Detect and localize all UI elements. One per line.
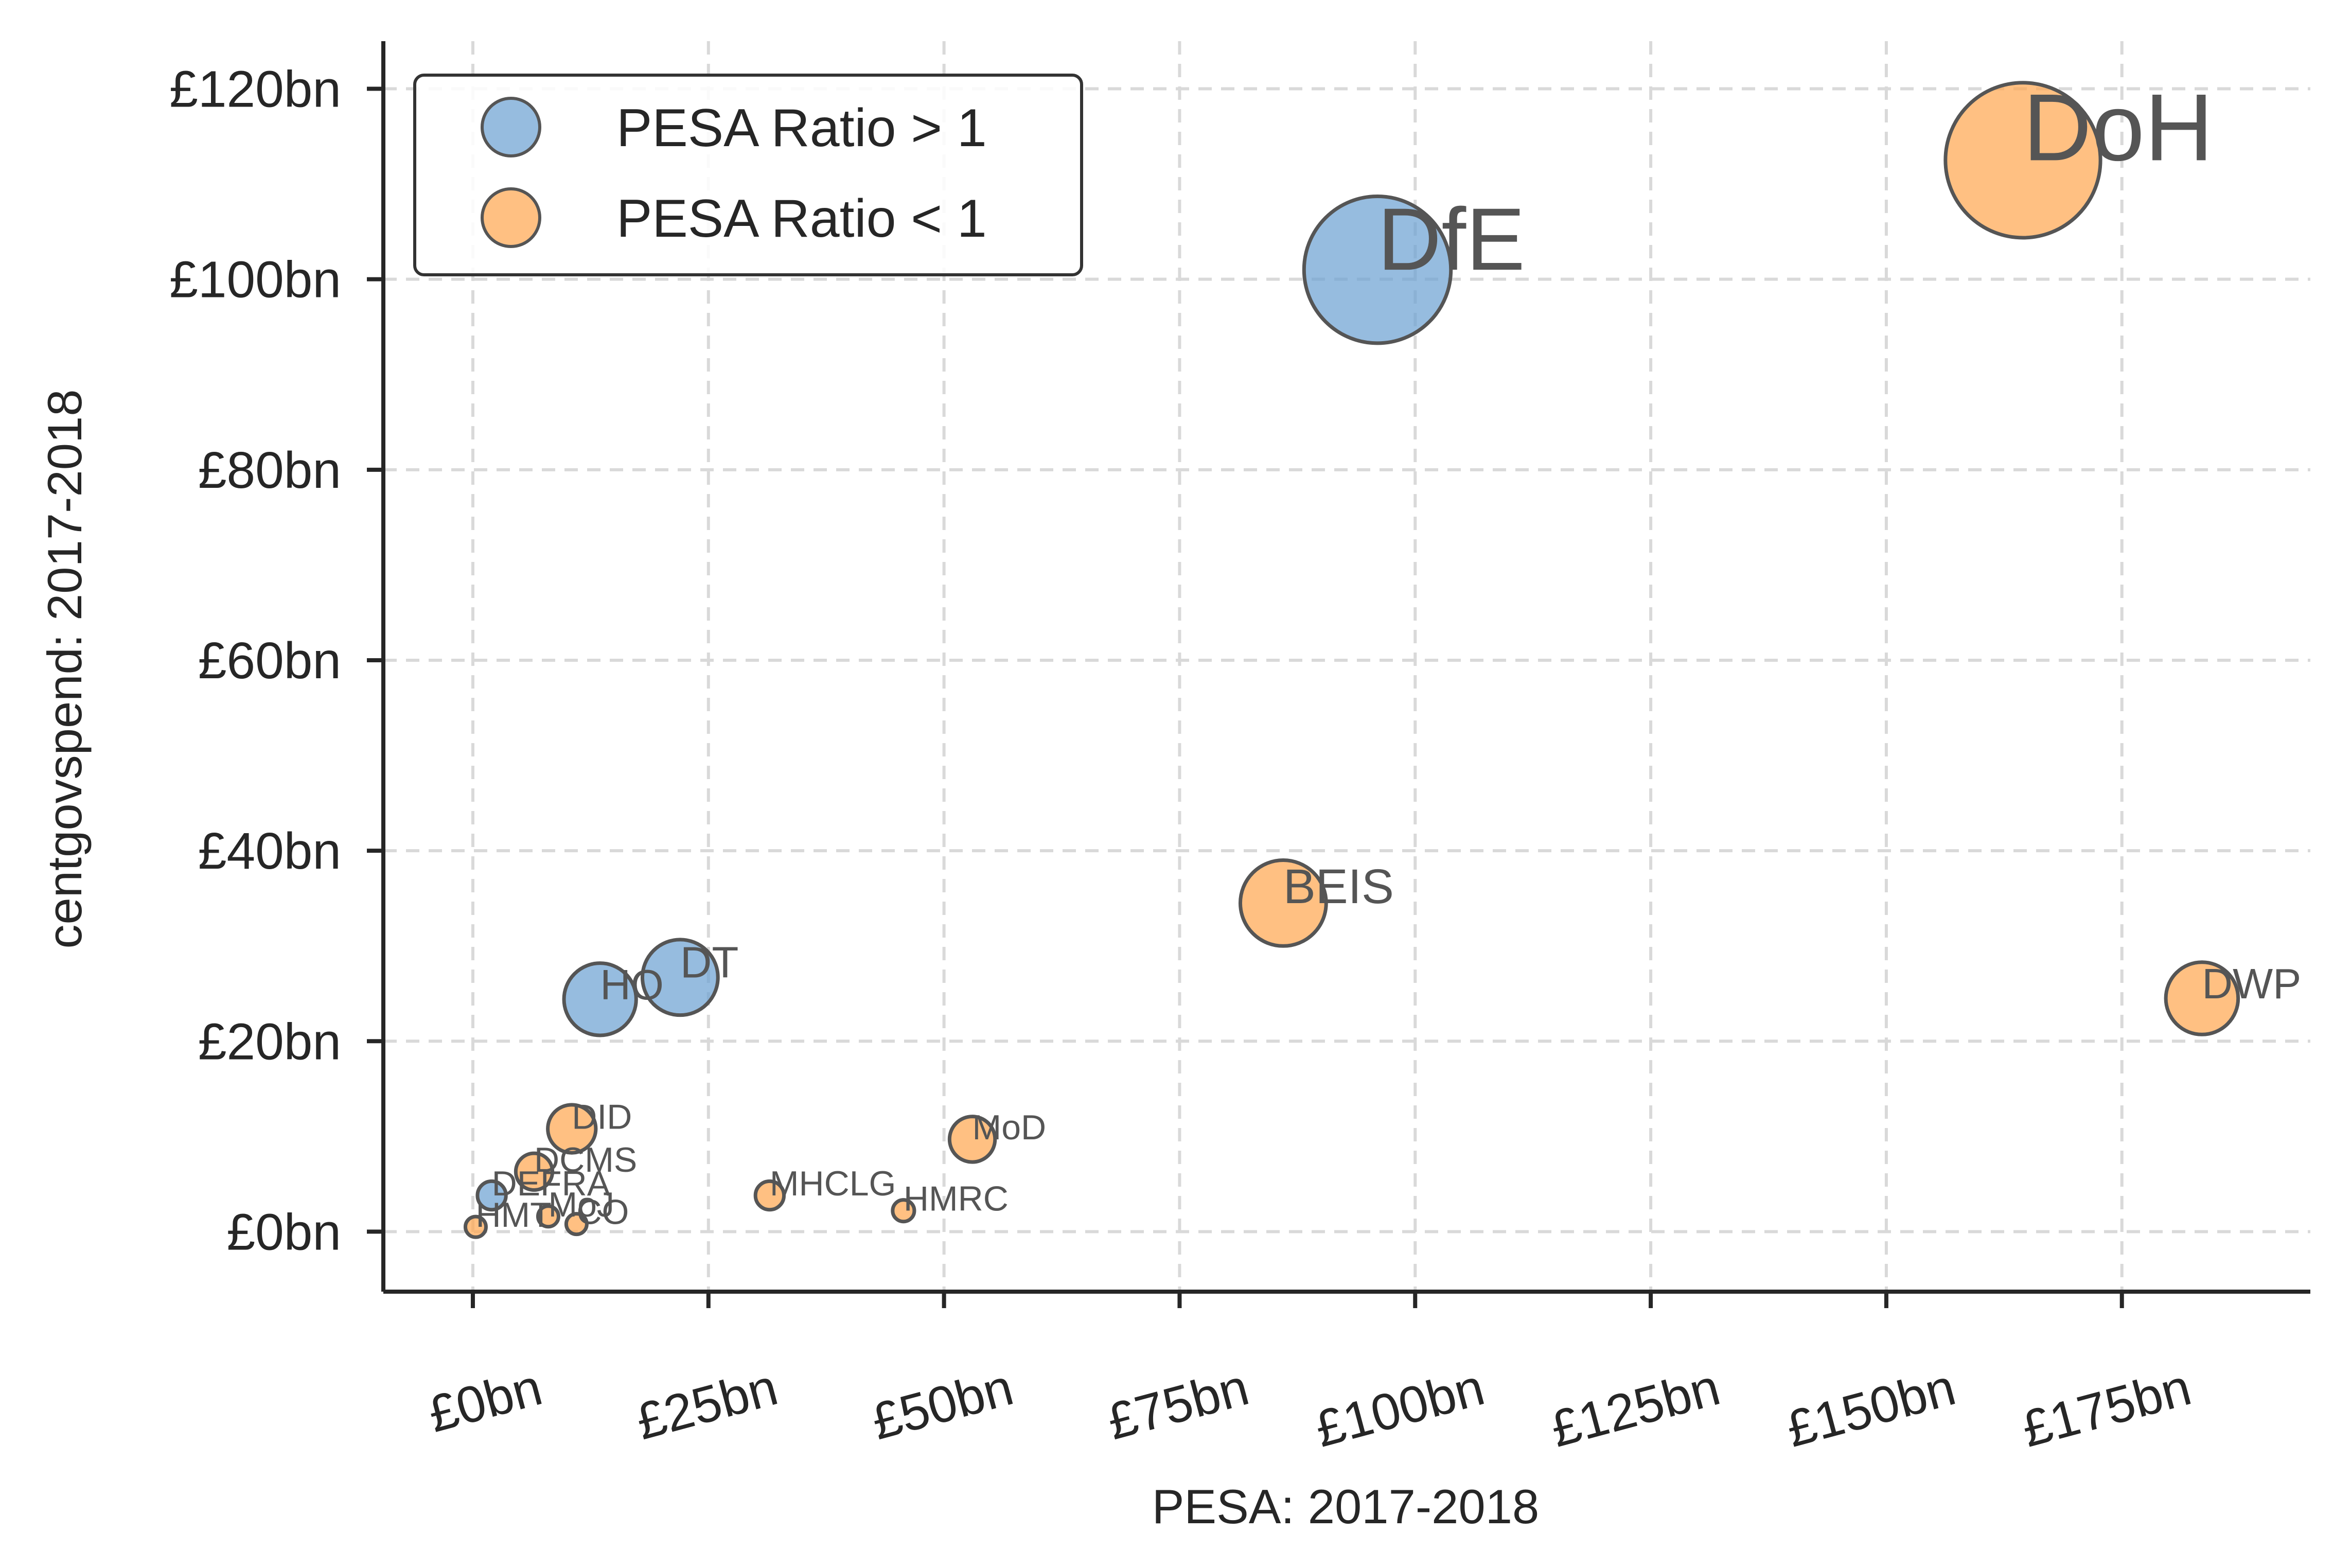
point-label-dwp: DWP [2202,960,2301,1008]
point-dcms [514,1151,555,1192]
point-mod [947,1115,997,1164]
point-label-co: CO [576,1193,629,1232]
point-mhclg [753,1179,786,1212]
point-hmt [463,1214,488,1239]
point-doh [1943,81,2102,240]
point-label-mhclg: MHCLG [770,1164,896,1203]
y-tick-label: £20bn [198,1013,341,1070]
point-did [546,1103,598,1155]
point-co [564,1212,589,1237]
point-defra [475,1179,508,1212]
point-label-mod: MoD [973,1108,1047,1147]
x-tick-label: £150bn [1780,1358,1961,1458]
legend: PESA Ratio > 1 PESA Ratio < 1 [413,74,1083,276]
axes [381,41,2310,1294]
legend-label-ratio-gt-1: PESA Ratio > 1 [616,98,987,158]
point-label-dcms: DCMS [534,1140,637,1179]
y-tick-label: £40bn [198,822,341,880]
y-tick-label: £120bn [169,61,341,118]
x-tick-label: £175bn [2016,1358,2197,1458]
legend-marker-ratio-gt-1 [481,97,541,157]
data-points [463,81,2240,1239]
x-axis-title: PESA: 2017-2018 [1152,1479,1540,1534]
point-moj [536,1204,560,1229]
point-ho [562,961,638,1037]
x-tick-label: £25bn [630,1358,784,1451]
point-dfe [1302,194,1453,345]
point-label-moj: MoJ [548,1185,614,1224]
point-label-did: DID [572,1098,632,1137]
point-hmrc [891,1198,916,1224]
y-axis-title: centgovspend: 2017-2018 [38,389,92,948]
point-label-hmt: HMT [475,1195,551,1235]
point-label-dt: DT [680,938,739,987]
point-label-defra: DEFRA [492,1164,611,1203]
point-label-hmrc: HMRC [904,1179,1009,1219]
y-tick-label: £60bn [198,632,341,690]
point-label-doh: DoH [2023,75,2213,181]
legend-frame [413,74,1083,276]
x-tick-label: £0bn [422,1358,548,1443]
point-label-ho: HO [600,961,664,1009]
grid [383,41,2310,1292]
legend-marker-ratio-lt-1 [481,187,541,248]
y-tick-label: £0bn [227,1203,341,1261]
point-dwp [2164,960,2240,1036]
point-label-beis: BEIS [1283,859,1394,913]
x-tick-label: £100bn [1310,1358,1490,1458]
x-tick-label: £50bn [866,1358,1019,1451]
point-dt [640,938,720,1017]
y-tick-label: £100bn [169,251,341,309]
x-tick-label: £125bn [1545,1358,1725,1458]
legend-label-ratio-lt-1: PESA Ratio < 1 [616,189,987,249]
y-tick-label: £80bn [198,442,341,499]
point-label-dfe: DfE [1377,190,1525,289]
x-tick-label: £75bn [1102,1358,1255,1451]
point-beis [1238,858,1328,948]
